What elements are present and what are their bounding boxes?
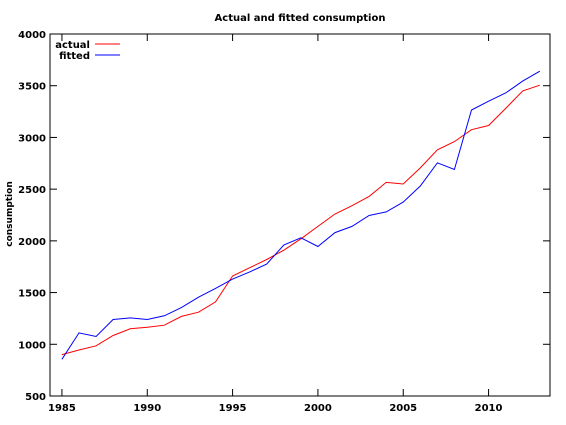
- series-line-actual: [61, 84, 540, 356]
- legend-label-actual: actual: [55, 40, 90, 51]
- y-tick-label: 4000: [18, 30, 46, 41]
- x-tick-label: 1985: [48, 403, 76, 414]
- y-tick-label: 2500: [18, 185, 46, 196]
- plot-frame: [49, 33, 551, 397]
- axis-ticks: 500 1000 1500 2000 2500 3000 3500 4000 1985 1990 1…: [18, 30, 550, 414]
- x-tick-label: 2010: [475, 403, 503, 414]
- y-tick-label: 3000: [18, 133, 46, 144]
- y-tick-label: 1500: [18, 289, 46, 300]
- chart-title: Actual and fitted consumption: [215, 13, 386, 24]
- y-tick-label: 500: [25, 392, 46, 403]
- y-tick-label: 3500: [18, 82, 46, 93]
- series-lines: [61, 70, 541, 360]
- x-tick-label: 2005: [389, 403, 417, 414]
- x-tick-label: 1990: [133, 403, 161, 414]
- x-tick-label: 1995: [219, 403, 247, 414]
- y-axis-label: consumption: [5, 181, 15, 247]
- series-line-fitted: [61, 70, 541, 360]
- y-tick-label: 2000: [18, 237, 46, 248]
- legend-label-fitted: fitted: [59, 51, 90, 62]
- x-tick-label: 2000: [304, 403, 332, 414]
- y-tick-label: 1000: [18, 340, 46, 351]
